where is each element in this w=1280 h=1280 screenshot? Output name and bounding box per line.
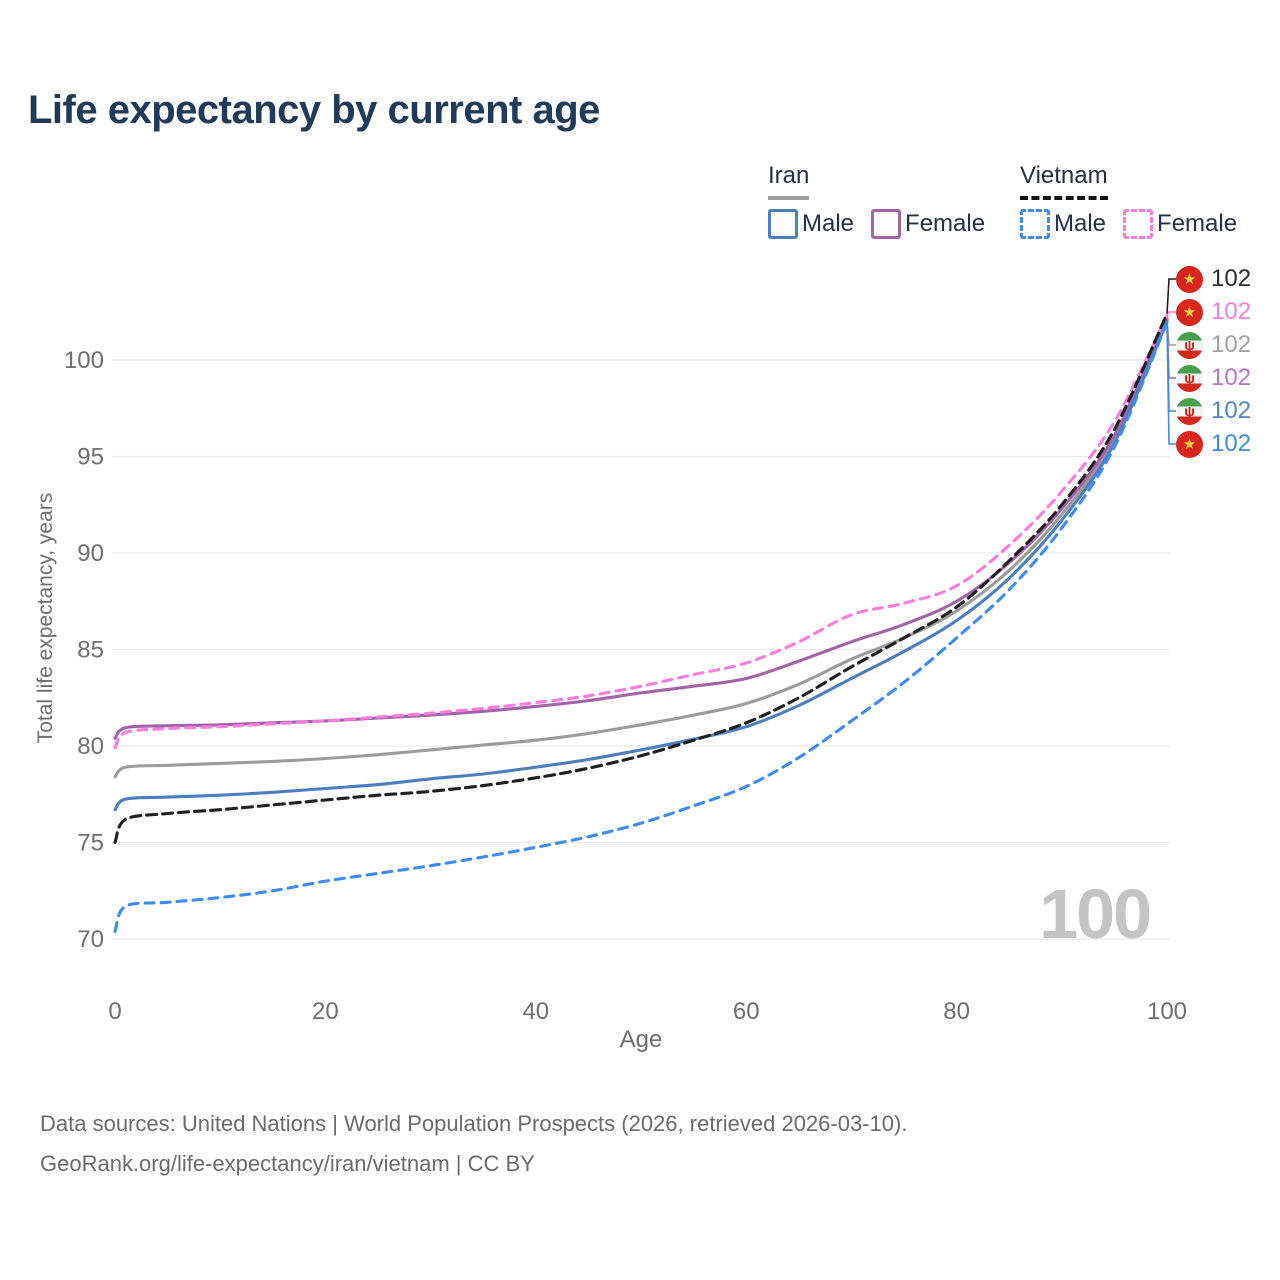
y-tick-label: 100 (64, 347, 104, 374)
end-label-row-vietnam-female: 102 (1176, 298, 1251, 326)
attribution-line: GeoRank.org/life-expectancy/iran/vietnam… (40, 1151, 535, 1176)
end-label-row-iran-male: 102 (1176, 397, 1251, 425)
current-age-watermark: 100 (1039, 875, 1152, 953)
iran-female-swatch-icon (871, 209, 902, 239)
y-tick-label: 95 (77, 444, 104, 471)
vietnam-flag-icon (1176, 298, 1203, 326)
y-tick-label: 80 (77, 733, 104, 760)
series-line-vietnam-total[interactable] (113, 312, 1169, 845)
leader-line-vietnam-female (1166, 311, 1176, 316)
end-label-value: 102 (1211, 298, 1252, 325)
legend-item-iran-female[interactable]: Female (871, 209, 985, 239)
series-line-iran-female[interactable] (113, 316, 1169, 740)
y-axis-title: Total life expectancy, years (34, 492, 57, 744)
x-tick-label: 20 (312, 998, 339, 1025)
vietnam-male-swatch-icon (1020, 209, 1050, 239)
legend-header-vietnam[interactable]: Vietnam (1020, 162, 1108, 200)
end-label-value: 102 (1211, 397, 1252, 424)
legend-group-iran: Iran Male Female (768, 162, 985, 239)
y-tick-label: 90 (77, 540, 104, 567)
legend-item-vietnam-female[interactable]: Female (1123, 209, 1237, 239)
x-tick-label: 60 (733, 998, 760, 1025)
end-label-row-vietnam-total: 102 (1176, 265, 1251, 293)
footer: Data sources: United Nations | World Pop… (40, 1104, 907, 1184)
y-tick-label: 85 (77, 637, 104, 664)
leader-line-vietnam-male (1166, 322, 1176, 445)
x-tick-label: 100 (1147, 998, 1187, 1025)
x-tick-label: 80 (943, 998, 970, 1025)
vietnam-flag-icon (1176, 265, 1203, 293)
end-label-value: 102 (1211, 430, 1252, 457)
leader-line-vietnam-total (1166, 278, 1176, 314)
data-sources-line: Data sources: United Nations | World Pop… (40, 1111, 908, 1136)
vietnam-female-swatch-icon (1123, 209, 1154, 239)
end-label-row-vietnam-male: 102 (1176, 430, 1251, 458)
iran-flag-icon (1176, 331, 1203, 359)
legend-group-vietnam: Vietnam Male Female (1020, 162, 1237, 239)
end-label-value: 102 (1211, 265, 1252, 292)
page-title: Life expectancy by current age (28, 88, 600, 132)
series-line-iran-total[interactable] (113, 317, 1169, 779)
x-tick-label: 0 (108, 998, 121, 1025)
iran-male-swatch-icon (768, 209, 798, 239)
end-label-row-iran-total: 102 (1176, 331, 1251, 359)
iran-flag-icon (1176, 364, 1203, 392)
legend-item-vietnam-male[interactable]: Male (1020, 209, 1106, 239)
x-axis-title: Age (619, 1026, 663, 1053)
series-line-vietnam-female[interactable] (113, 314, 1169, 750)
legend-label: Female (905, 210, 986, 237)
end-label-row-iran-female: 102 (1176, 364, 1251, 392)
y-tick-label: 70 (77, 926, 104, 953)
series-line-iran-male[interactable] (113, 319, 1169, 812)
iran-flag-icon (1176, 397, 1203, 425)
legend-label: Male (802, 210, 855, 237)
end-label-value: 102 (1211, 331, 1252, 358)
x-tick-label: 40 (522, 998, 549, 1025)
end-label-value: 102 (1211, 364, 1252, 391)
vietnam-flag-icon (1176, 430, 1203, 458)
legend-item-iran-male[interactable]: Male (768, 209, 854, 239)
series-line-vietnam-male[interactable] (113, 320, 1169, 933)
legend-label: Female (1157, 210, 1238, 237)
legend-header-iran[interactable]: Iran (768, 162, 810, 200)
y-tick-label: 75 (77, 830, 104, 857)
legend-label: Male (1054, 210, 1107, 237)
